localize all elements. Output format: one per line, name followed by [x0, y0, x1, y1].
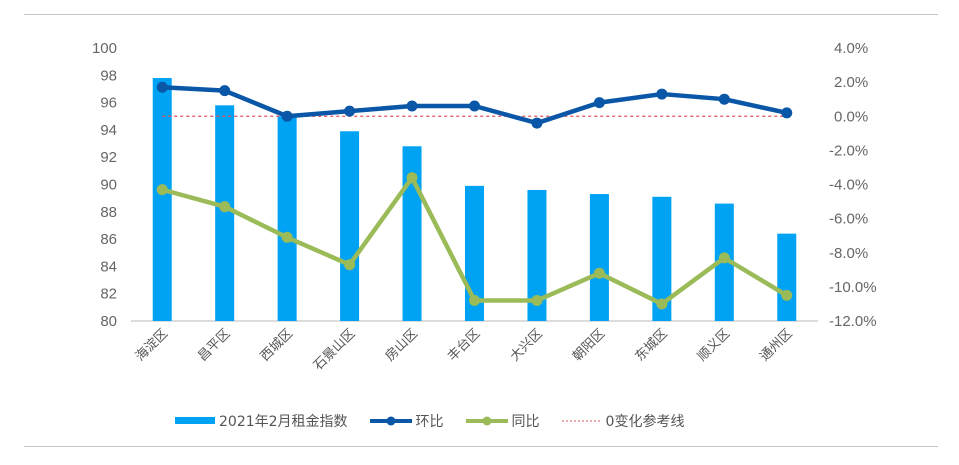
x-axis-label: 西城区	[258, 326, 296, 364]
bar	[589, 194, 609, 321]
bar	[527, 189, 547, 321]
data-point-marker	[219, 85, 231, 97]
left-axis-tick: 98	[100, 67, 117, 84]
data-point-marker	[281, 110, 293, 122]
right-axis-tick: -4.0%	[829, 177, 868, 194]
x-axis-label: 丰台区	[445, 326, 483, 364]
bar	[152, 78, 172, 321]
mom-line-series	[156, 81, 793, 129]
line-marker-swatch-icon	[465, 416, 508, 426]
bar-series	[152, 78, 797, 321]
top-separator	[24, 14, 938, 15]
legend-label-yoy: 同比	[511, 414, 540, 430]
bottom-separator	[24, 446, 938, 447]
data-point-marker	[156, 184, 168, 196]
legend-item-mom: 环比	[369, 411, 444, 431]
data-point-marker	[781, 289, 793, 301]
data-point-marker	[781, 107, 793, 119]
bar	[777, 233, 797, 321]
data-point-marker	[593, 97, 605, 109]
left-axis-tick: 94	[100, 122, 117, 139]
data-point-marker	[469, 295, 480, 307]
right-axis-tick: -10.0%	[829, 279, 877, 296]
right-axis-ticks: 4.0% 2.0% 0.0% -2.0% -4.0% -6.0% -8.0% -10.0% -1…	[829, 40, 877, 330]
bar	[652, 196, 672, 321]
data-point-marker	[156, 81, 168, 93]
legend-item-yoy: 同比	[465, 411, 540, 431]
x-axis-labels: 海淀区 昌平区 西城区 石景山区 房山区 丰台区 大兴区 朝阳区 东城区 顺义区 通州区	[133, 326, 796, 374]
x-axis-label: 顺义区	[695, 326, 733, 364]
right-axis-tick: -2.0%	[829, 142, 868, 159]
left-axis-tick: 88	[100, 204, 117, 221]
data-point-marker	[281, 231, 293, 243]
x-axis-label: 昌平区	[195, 326, 233, 364]
left-axis-ticks: 100 98 96 94 92 90 88 86 84 82 80	[92, 40, 117, 330]
bar-swatch-icon	[175, 417, 215, 424]
left-axis-tick: 90	[100, 177, 117, 194]
data-point-marker	[531, 117, 543, 129]
right-axis-tick: 0.0%	[834, 108, 868, 125]
left-axis-tick: 82	[100, 286, 117, 303]
legend-label-ref: 0变化参考线	[605, 414, 685, 430]
yoy-line-series	[156, 172, 793, 310]
data-point-marker	[344, 105, 356, 117]
right-axis-tick: 2.0%	[834, 74, 868, 91]
x-axis-label: 石景山区	[311, 326, 358, 373]
data-point-marker	[406, 100, 418, 112]
bar	[340, 131, 360, 321]
data-point-marker	[593, 267, 605, 279]
x-axis-label: 通州区	[757, 326, 795, 364]
data-point-marker	[718, 93, 730, 105]
x-axis-label: 房山区	[382, 326, 421, 365]
chart-plot: 100 98 96 94 92 90 88 86 84 82 80 4.0% 2.0% 0.0% -2.0…	[92, 40, 877, 374]
x-axis-label: 东城区	[632, 326, 670, 364]
data-point-marker	[344, 259, 356, 271]
x-axis-label: 大兴区	[508, 326, 546, 364]
right-axis-tick: -8.0%	[829, 245, 868, 262]
data-point-marker	[469, 100, 480, 112]
left-axis-tick: 100	[92, 40, 117, 57]
data-point-marker	[219, 201, 231, 213]
dashed-line-swatch-icon	[561, 420, 602, 422]
x-axis-label: 海淀区	[133, 326, 171, 364]
left-axis-tick: 80	[100, 313, 117, 330]
right-axis-tick: 4.0%	[834, 40, 868, 57]
bar	[277, 116, 297, 321]
line-marker-swatch-icon	[369, 416, 412, 426]
left-axis-tick: 86	[100, 231, 117, 248]
data-point-marker	[718, 252, 730, 264]
left-axis-tick: 92	[100, 149, 117, 166]
bar	[215, 105, 235, 321]
data-point-marker	[656, 88, 668, 100]
chart-legend: 2021年2月租金指数 环比 同比 0变化参考线	[175, 408, 684, 434]
legend-item-bar: 2021年2月租金指数	[175, 411, 348, 431]
left-axis-tick: 84	[100, 258, 117, 275]
legend-item-ref: 0变化参考线	[561, 411, 685, 431]
data-point-marker	[406, 172, 418, 184]
data-point-marker	[656, 298, 668, 310]
x-axis-label: 朝阳区	[570, 326, 608, 364]
data-point-marker	[531, 295, 543, 307]
legend-label-mom: 环比	[415, 414, 444, 430]
legend-label-bar: 2021年2月租金指数	[219, 414, 348, 430]
left-axis-tick: 96	[100, 95, 117, 112]
right-axis-tick: -6.0%	[829, 211, 868, 228]
right-axis-tick: -12.0%	[829, 313, 877, 330]
